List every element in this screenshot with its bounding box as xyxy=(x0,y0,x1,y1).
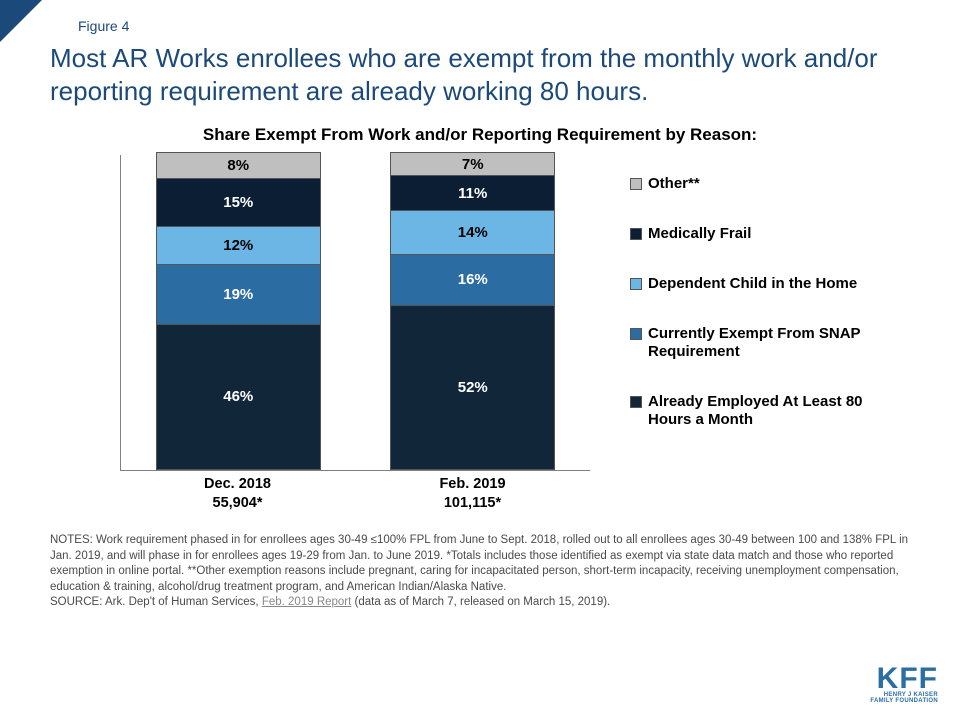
bar-segment-employed80: 46% xyxy=(157,324,320,469)
legend-label: Already Employed At Least 80 Hours a Mon… xyxy=(648,393,908,429)
notes-text: NOTES: Work requirement phased in for en… xyxy=(50,534,908,593)
bar-segment-other: 8% xyxy=(157,153,320,178)
stacked-bar: 7%11%14%16%52% xyxy=(390,152,555,470)
legend-label: Medically Frail xyxy=(648,225,751,243)
x-axis-label: Dec. 201855,904* xyxy=(155,471,320,515)
plot-area: 8%15%12%19%46% 7%11%14%16%52% xyxy=(120,155,590,471)
chart-wrap: 8%15%12%19%46% 7%11%14%16%52% Dec. 201855… xyxy=(50,155,910,515)
kff-logo-sub2: FAMILY FOUNDATION xyxy=(870,698,938,704)
bar-segment-employed80: 52% xyxy=(391,305,554,469)
notes-block: NOTES: Work requirement phased in for en… xyxy=(50,533,910,611)
bar-segment-depchild: 12% xyxy=(157,226,320,264)
legend-swatch xyxy=(630,228,642,240)
source-suffix: (data as of March 7, released on March 1… xyxy=(351,596,610,608)
bar-column: 7%11%14%16%52% xyxy=(390,152,555,470)
legend-label: Dependent Child in the Home xyxy=(648,275,857,293)
legend-label: Currently Exempt From SNAP Requirement xyxy=(648,325,908,361)
legend-swatch xyxy=(630,396,642,408)
bar-segment-snap: 19% xyxy=(157,264,320,324)
figure-page: Figure 4 Most AR Works enrollees who are… xyxy=(0,0,960,720)
bar-segment-medfrail: 11% xyxy=(391,175,554,210)
legend-label: Other** xyxy=(648,175,700,193)
legend-swatch xyxy=(630,328,642,340)
kff-logo-main: KFF xyxy=(870,665,938,692)
kff-logo: KFF HENRY J KAISER FAMILY FOUNDATION xyxy=(870,665,938,704)
legend-swatch xyxy=(630,178,642,190)
legend: Other** Medically Frail Dependent Child in… xyxy=(630,175,908,429)
bar-segment-depchild: 14% xyxy=(391,210,554,254)
legend-item-other: Other** xyxy=(630,175,908,193)
legend-swatch xyxy=(630,278,642,290)
x-axis-labels: Dec. 201855,904* Feb. 2019101,115* xyxy=(120,471,590,515)
legend-item-snap: Currently Exempt From SNAP Requirement xyxy=(630,325,908,361)
legend-item-depchild: Dependent Child in the Home xyxy=(630,275,908,293)
chart-title: Share Exempt From Work and/or Reporting … xyxy=(50,125,910,145)
legend-item-medfrail: Medically Frail xyxy=(630,225,908,243)
source-prefix: SOURCE: Ark. Dep't of Human Services, xyxy=(50,596,262,608)
source-link[interactable]: Feb. 2019 Report xyxy=(262,596,352,608)
stacked-bar: 8%15%12%19%46% xyxy=(156,152,321,470)
bar-column: 8%15%12%19%46% xyxy=(156,152,321,470)
corner-accent xyxy=(0,0,42,42)
legend-item-employed80: Already Employed At Least 80 Hours a Mon… xyxy=(630,393,908,429)
bar-segment-other: 7% xyxy=(391,153,554,175)
bars-container: 8%15%12%19%46% 7%11%14%16%52% xyxy=(121,155,590,470)
bar-segment-medfrail: 15% xyxy=(157,178,320,225)
chart-plot: 8%15%12%19%46% 7%11%14%16%52% Dec. 201855… xyxy=(90,155,590,515)
x-axis-label: Feb. 2019101,115* xyxy=(390,471,555,515)
page-title: Most AR Works enrollees who are exempt f… xyxy=(50,42,910,107)
bar-segment-snap: 16% xyxy=(391,254,554,305)
figure-label: Figure 4 xyxy=(78,18,910,34)
